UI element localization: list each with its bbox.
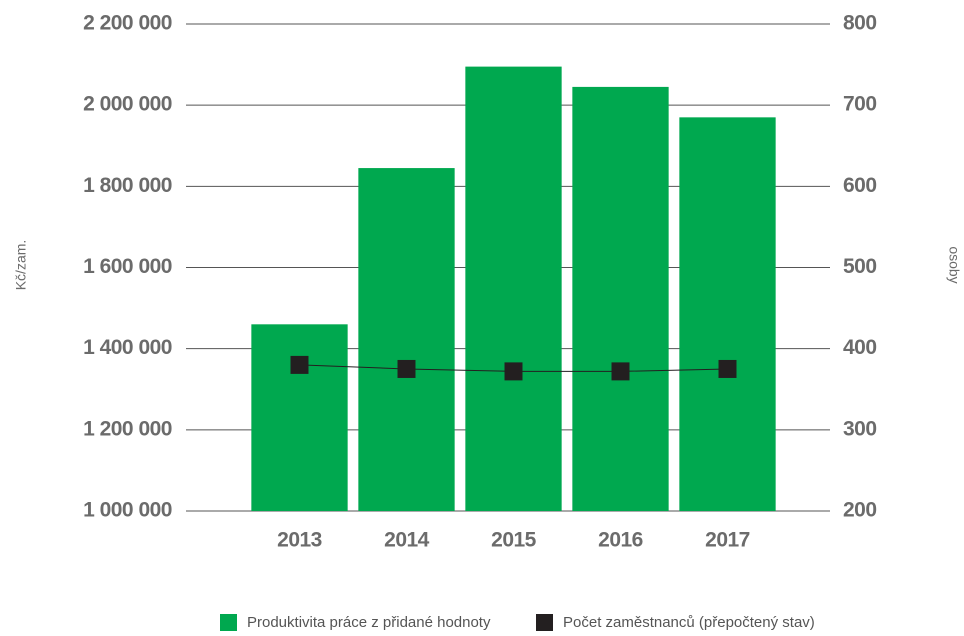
bar (679, 117, 776, 511)
x-tick-label: 2014 (384, 529, 430, 552)
legend-label: Počet zaměstnanců (přepočtený stav) (563, 614, 815, 631)
x-tick-label: 2015 (491, 529, 537, 552)
y2-tick-label: 300 (843, 417, 877, 440)
x-tick-label: 2016 (598, 529, 643, 552)
y-tick-label: 1 400 000 (83, 336, 172, 359)
y-tick-label: 1 200 000 (83, 417, 172, 440)
marker (397, 359, 416, 378)
x-tick-label: 2013 (277, 529, 322, 552)
x-tick-label: 2017 (705, 529, 750, 552)
bar (465, 66, 562, 512)
y-tick-label: 2 000 000 (83, 93, 172, 116)
y-tick-label: 2 200 000 (83, 12, 172, 35)
bar (251, 324, 348, 511)
y2-tick-label: 500 (843, 255, 877, 278)
bar (358, 168, 455, 511)
marker (504, 362, 523, 381)
bar (572, 86, 669, 511)
y2-axis-label: osoby (946, 246, 962, 283)
y-tick-label: 1 600 000 (83, 255, 172, 278)
y2-tick-label: 200 (843, 499, 877, 522)
marker (290, 355, 309, 374)
y-axis-label: Kč/zam. (13, 240, 29, 291)
y2-tick-label: 800 (843, 12, 877, 35)
y2-tick-label: 700 (843, 93, 877, 116)
legend-label: Produktivita práce z přidané hodnoty (247, 614, 491, 631)
y2-tick-label: 400 (843, 336, 877, 359)
marker (611, 362, 630, 381)
y-tick-label: 1 800 000 (83, 174, 172, 197)
legend-swatch (536, 614, 553, 631)
marker (718, 359, 737, 378)
legend-swatch (220, 614, 237, 631)
y2-tick-label: 600 (843, 174, 877, 197)
y-tick-label: 1 000 000 (83, 499, 172, 522)
